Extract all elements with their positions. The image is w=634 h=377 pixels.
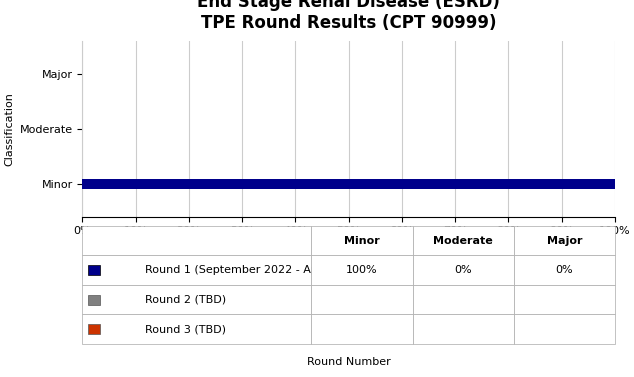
Bar: [82, 179, 615, 189]
Title: End Stage Renal Disease (ESRD)
TPE Round Results (CPT 90999): End Stage Renal Disease (ESRD) TPE Round…: [197, 0, 500, 32]
Text: Round Number: Round Number: [307, 357, 391, 367]
Y-axis label: Classification: Classification: [4, 92, 14, 166]
